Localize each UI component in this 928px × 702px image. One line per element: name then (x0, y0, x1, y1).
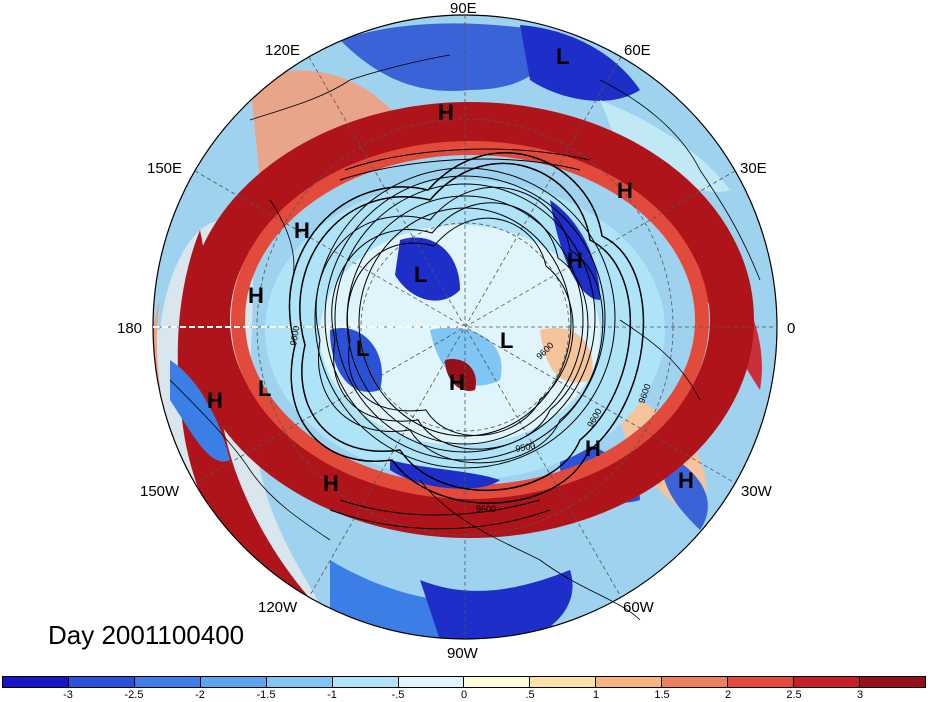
colorbar-tick-label: 3 (856, 689, 864, 701)
colorbar-tick-label: 2 (724, 689, 732, 701)
colorbar-swatch (68, 677, 135, 687)
pressure-marker: L (258, 376, 271, 401)
colorbar-swatch (530, 677, 597, 687)
colorbar-swatch (266, 677, 333, 687)
colorbar-swatch (596, 677, 663, 687)
colorbar-tick-label: -2 (195, 689, 205, 701)
contour-label: 9500 (515, 441, 536, 454)
coastlines (169, 54, 761, 621)
pressure-marker: H (438, 100, 454, 125)
colorbar-swatch (794, 677, 860, 687)
colorbar-swatch (728, 677, 795, 687)
colorbar-tick-label: -1 (327, 689, 337, 701)
colorbar-tick-label: -.5 (391, 689, 405, 701)
colorbar-swatch (662, 677, 729, 687)
pressure-marker: H (294, 218, 310, 243)
pressure-marker: H (207, 388, 223, 413)
anomaly-field (153, 15, 777, 639)
colorbar (2, 676, 926, 688)
pressure-marker: H (323, 471, 339, 496)
colorbar-swatch (398, 677, 465, 687)
lon-label-90w: 90W (447, 645, 478, 662)
colorbar-tick-label: 1.5 (654, 689, 670, 701)
pressure-marker: H (617, 178, 633, 203)
colorbar-tick-label: 0 (460, 689, 468, 701)
pressure-system-markers: L H H H H L H L L H L H H H H (207, 44, 694, 496)
contour-label: 9600 (476, 504, 496, 514)
colorbar-tick-label: -3 (63, 689, 73, 701)
lon-label-120w: 120W (258, 599, 298, 616)
colorbar-swatch (200, 677, 267, 687)
pressure-marker: L (414, 262, 427, 287)
colorbar-tick-label: -2.5 (124, 689, 144, 701)
lon-label-90e: 90E (450, 0, 477, 17)
pressure-marker: H (567, 248, 583, 273)
colorbar-tick-label: -1.5 (256, 689, 276, 701)
lon-label-60e: 60E (624, 42, 651, 59)
colorbar-swatch (464, 677, 531, 687)
pressure-marker: L (556, 44, 569, 69)
colorbar-swatch (859, 677, 925, 687)
lon-label-120e: 120E (265, 42, 301, 59)
day-title: Day 2001100400 (48, 620, 245, 650)
colorbar-swatch (3, 677, 69, 687)
lon-label-30w: 30W (741, 483, 772, 500)
colorbar-swatch (332, 677, 399, 687)
colorbar-tick-label: .5 (525, 689, 535, 701)
lon-label-30e: 30E (740, 160, 767, 177)
colorbar-tick-label: 2.5 (786, 689, 802, 701)
pressure-marker: H (585, 436, 601, 461)
pressure-marker: H (678, 468, 694, 493)
pressure-marker: L (500, 328, 513, 353)
contour-label: 9600 (288, 325, 301, 346)
pressure-marker: H (248, 283, 264, 308)
lon-label-60w: 60W (623, 599, 654, 616)
lon-label-150w: 150W (140, 483, 180, 500)
colorbar-swatch (134, 677, 201, 687)
pressure-marker: H (449, 370, 465, 395)
colorbar-tick-label: 1 (592, 689, 600, 701)
lon-label-150e: 150E (147, 160, 183, 177)
lon-label-180: 180 (117, 320, 143, 337)
colorbar-tick-labels: -3 -2.5 -2 -1.5 -1 -.5 0 .5 1 1.5 2 2.5 3 (2, 689, 926, 702)
height-contours (288, 148, 645, 530)
pressure-marker: L (356, 336, 369, 361)
lon-label-0: 0 (787, 320, 796, 337)
